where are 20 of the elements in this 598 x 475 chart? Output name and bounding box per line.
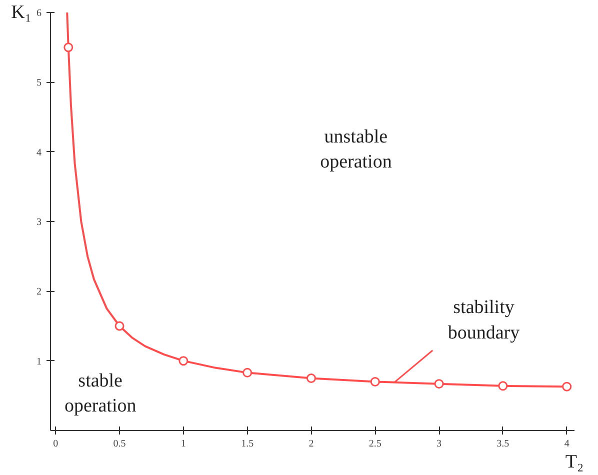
y-tick-label: 6: [36, 8, 42, 19]
y-tick-label: 2: [36, 286, 42, 298]
x-tick-label: 2.5: [368, 438, 382, 450]
x-tick-label: 2: [308, 438, 314, 450]
y-tick-label: 4: [36, 147, 42, 158]
x-tick-label: 4: [564, 438, 570, 450]
x-tick-label: 0.5: [113, 438, 126, 450]
x-tick-label: 1: [180, 438, 186, 450]
x-tick-label: 0: [53, 438, 58, 450]
y-tick-label: 3: [36, 217, 42, 228]
y-axis-title: K₁: [11, 2, 32, 23]
x-axis-title: T₂: [565, 452, 584, 472]
x-tick-label: 1.5: [241, 438, 254, 450]
x-tick-label: 3: [436, 438, 442, 450]
y-tick-label: 5: [36, 78, 42, 89]
annotation: stable operation: [64, 370, 137, 417]
x-tick-label: 3.5: [496, 438, 510, 450]
annotation: unstable operation: [320, 126, 392, 173]
y-tick-label: 1: [36, 356, 42, 368]
annotation: stability boundary: [448, 297, 520, 344]
